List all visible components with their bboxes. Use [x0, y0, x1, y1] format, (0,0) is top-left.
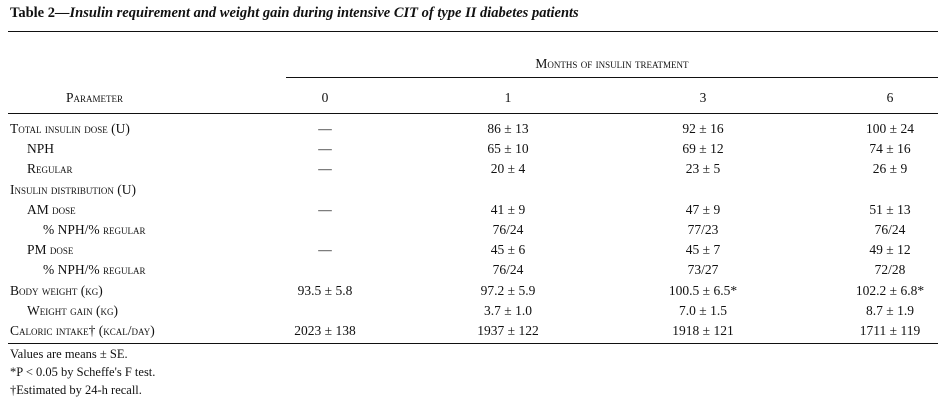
row-label: AM dose: [27, 201, 76, 217]
table-cell: 20 ± 4: [490, 161, 526, 177]
table-row: NPH — 65 ± 10 69 ± 12 74 ± 16: [0, 141, 946, 161]
group-header-rule: [286, 77, 938, 78]
table-row: Weight gain (kg) 3.7 ± 1.0 7.0 ± 1.5 8.7 ± …: [0, 303, 946, 323]
table-cell: 76/24: [492, 222, 524, 237]
column-header-3: 3: [699, 90, 707, 105]
table-cell: —: [318, 242, 332, 258]
table-cell: 65 ± 10: [487, 141, 529, 157]
row-label: % NPH/% regular: [43, 262, 146, 278]
column-header-0: 0: [321, 90, 329, 105]
table-row: AM dose — 41 ± 9 47 ± 9 51 ± 13: [0, 202, 946, 222]
footnote: †Estimated by 24-h recall.: [10, 383, 142, 397]
table-row: Total insulin dose (U) — 86 ± 13 92 ± 16 100…: [0, 121, 946, 141]
table-cell: —: [318, 141, 332, 157]
group-header: Months of insulin treatment: [535, 56, 689, 71]
header-rule: [8, 113, 938, 114]
table-cell: 45 ± 7: [685, 242, 721, 258]
row-label: Total insulin dose (U): [10, 121, 130, 136]
table-cell: 1711 ± 119: [859, 323, 921, 338]
table-cell: 23 ± 5: [685, 161, 721, 177]
table-cell: 47 ± 9: [685, 201, 721, 217]
table-cell: —: [318, 161, 332, 177]
table-cell: 51 ± 13: [869, 201, 911, 217]
table-cell: 102.2 ± 6.8*: [855, 282, 925, 298]
table-cell: 93.5 ± 5.8: [297, 282, 353, 298]
row-label: PM dose: [27, 242, 74, 258]
footnote: *P < 0.05 by Scheffe's F test.: [10, 365, 156, 379]
table-row: % NPH/% regular 76/24 77/23 76/24: [0, 222, 946, 242]
table-cell: 69 ± 12: [682, 141, 724, 157]
row-label: Weight gain (kg): [27, 302, 118, 318]
table-cell: 49 ± 12: [869, 242, 911, 258]
bottom-rule: [8, 343, 938, 344]
table-cell: 3.7 ± 1.0: [484, 302, 532, 318]
row-label: Caloric intake† (kcal/day): [10, 323, 155, 338]
table-cell: 41 ± 9: [490, 201, 526, 217]
table-cell: 45 ± 6: [490, 242, 526, 258]
table-cell: 76/24: [492, 262, 524, 278]
row-label: NPH: [27, 141, 55, 157]
table-label: Table 2: [10, 5, 55, 21]
table-cell: 7.0 ± 1.5: [679, 302, 727, 318]
table-cell: 8.7 ± 1.9: [866, 302, 914, 318]
table-row: Body weight (kg) 93.5 ± 5.8 97.2 ± 5.9 100.…: [0, 283, 946, 303]
row-label: Body weight (kg): [10, 282, 103, 298]
table-cell: —: [318, 201, 332, 217]
table-cell: 72/28: [874, 262, 906, 278]
footnote: Values are means ± SE.: [10, 347, 128, 361]
table-cell: 1937 ± 122: [477, 323, 539, 338]
parameter-header: Parameter: [66, 90, 124, 105]
table-row: Regular — 20 ± 4 23 ± 5 26 ± 9: [0, 161, 946, 181]
table-row: % NPH/% regular 76/24 73/27 72/28: [0, 262, 946, 282]
column-header-6: 6: [886, 90, 894, 105]
table-row: Insulin distribution (U): [0, 182, 946, 202]
table-cell: 92 ± 16: [682, 121, 724, 136]
top-rule: [8, 31, 938, 32]
table-cell: 26 ± 9: [872, 161, 908, 177]
table-cell: 1918 ± 121: [672, 323, 734, 338]
row-label: % NPH/% regular: [43, 222, 146, 237]
table-row: Caloric intake† (kcal/day) 2023 ± 138 1937…: [0, 323, 946, 343]
table-cell: 2023 ± 138: [294, 323, 356, 338]
table-caption: —Insulin requirement and weight gain dur…: [55, 5, 579, 21]
table-title: Table 2—Insulin requirement and weight g…: [10, 5, 579, 22]
table-cell: 97.2 ± 5.9: [480, 282, 536, 298]
row-label: Regular: [27, 161, 73, 177]
table-cell: 76/24: [874, 222, 906, 237]
table-cell: 73/27: [687, 262, 719, 278]
table-cell: 86 ± 13: [487, 121, 529, 136]
table-cell: 77/23: [687, 222, 719, 237]
table-cell: 100.5 ± 6.5*: [668, 282, 738, 298]
table-cell: —: [318, 121, 332, 136]
column-header-1: 1: [504, 90, 512, 105]
row-label: Insulin distribution (U): [10, 181, 136, 197]
table-row: PM dose — 45 ± 6 45 ± 7 49 ± 12: [0, 242, 946, 262]
table-cell: 100 ± 24: [866, 121, 914, 136]
table-cell: 74 ± 16: [869, 141, 911, 157]
